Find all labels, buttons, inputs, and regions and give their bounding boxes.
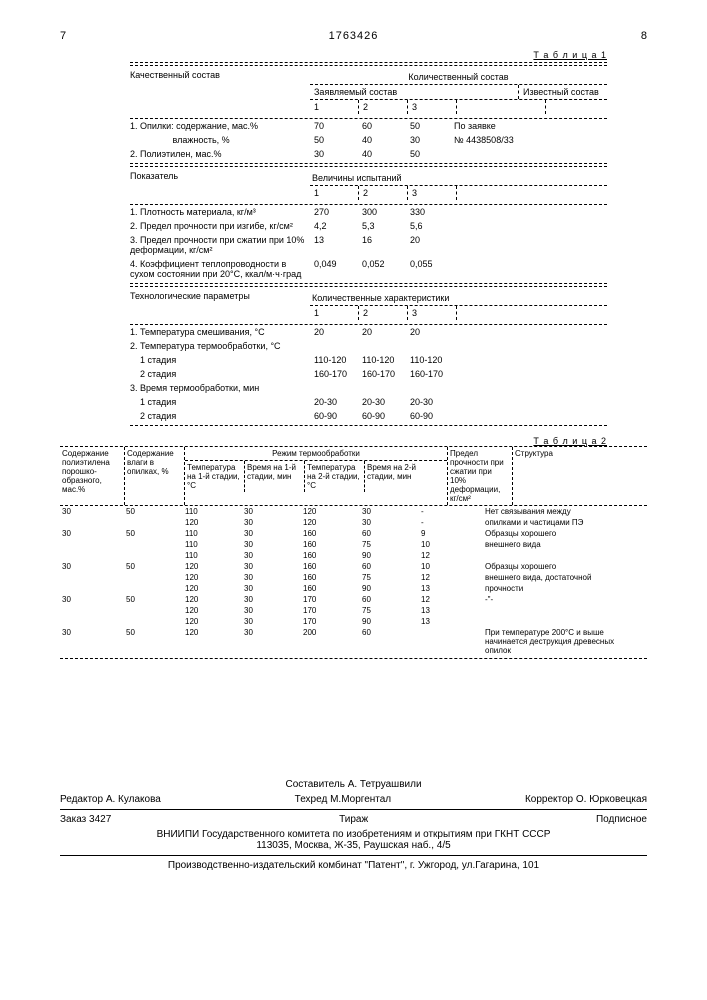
tt3b: 2 стадия60-9060-9060-90 xyxy=(130,409,607,423)
tt3: 3. Время термообработки, мин xyxy=(130,381,607,395)
print: Производственно-издательский комбинат "П… xyxy=(60,860,647,871)
h-claimed: Заявляемый состав xyxy=(310,85,519,99)
p4: 4. Коэффициент теплопроводности в сухом … xyxy=(130,257,607,281)
corrector: Корректор О. Юрковецкая xyxy=(525,794,647,805)
tt2a: 1 стадия110-120110-120110-120 xyxy=(130,353,607,367)
page-header: 7 1763426 8 xyxy=(60,30,647,42)
table-row: 120301607512внешнего вида, достаточной xyxy=(60,572,647,583)
techred: Техред М.Моргентал xyxy=(295,794,391,805)
r1: 1. Опилки: содержание, мас.%706050По зая… xyxy=(130,119,607,133)
tt1: 1. Температура смешивания, °С202020 xyxy=(130,325,607,339)
order-row: Заказ 3427 Тираж Подписное xyxy=(60,814,647,825)
col3: 3 xyxy=(408,100,457,114)
footer: Составитель А. Тетруашвили Редактор А. К… xyxy=(60,779,647,871)
p2: 2. Предел прочности при изгибе, кг/см²4,… xyxy=(130,219,607,233)
t2-body: 30501103012030-Нет связывания между12030… xyxy=(60,506,647,656)
h-vals: Величины испытаний xyxy=(310,171,607,186)
h-qual: Качественный состав xyxy=(130,70,310,114)
addr: 113035, Москва, Ж-35, Раушская наб., 4/5 xyxy=(60,840,647,851)
table-row: 1203012030-опилками и частицами ПЭ xyxy=(60,517,647,528)
doc-number: 1763426 xyxy=(66,30,641,42)
h-quant: Количественный состав xyxy=(310,70,607,85)
editor: Редактор А. Кулакова xyxy=(60,794,161,805)
table-row: 120301609013прочности xyxy=(60,583,647,594)
credits-row: Редактор А. Кулакова Техред М.Моргентал … xyxy=(60,794,647,805)
p1: 1. Плотность материала, кг/м³270300330 xyxy=(130,205,607,219)
tt3a: 1 стадия20-3020-3020-30 xyxy=(130,395,607,409)
tiraj: Тираж xyxy=(339,814,368,825)
col1: 1 xyxy=(310,100,359,114)
table1-head1: Качественный состав Количественный соста… xyxy=(130,65,607,119)
tt2b: 2 стадия160-170160-170160-170 xyxy=(130,367,607,381)
h-qchar: Количественные характеристики xyxy=(310,291,607,306)
table-row: 3050120301706012-"- xyxy=(60,594,647,605)
table2-label: Т а б л и ц а 2 xyxy=(60,436,607,446)
table-row: 305011030160609Образцы хорошего xyxy=(60,528,647,539)
table-row: 3050120301606010Образцы хорошего xyxy=(60,561,647,572)
table-row: 120301707513 xyxy=(60,605,647,616)
table-row: 30501103012030-Нет связывания между xyxy=(60,506,647,517)
tt2: 2. Температура термообработки, °С xyxy=(130,339,607,353)
p3: 3. Предел прочности при сжатии при 10% д… xyxy=(130,233,607,257)
r2: 2. Полиэтилен, мас.%304050 xyxy=(130,147,607,161)
order: Заказ 3427 xyxy=(60,814,111,825)
h-ind: Показатель xyxy=(130,171,310,200)
page-right: 8 xyxy=(641,30,647,42)
table-row: 120301709013 xyxy=(60,616,647,627)
table1-label: Т а б л и ц а 1 xyxy=(130,50,607,60)
h-tech: Технологические параметры xyxy=(130,291,310,320)
table-2: Т а б л и ц а 2 Содержание полиэтилена п… xyxy=(60,436,647,659)
r1b: влажность, %504030№ 4438508/33 xyxy=(130,133,607,147)
h-known: Известный состав xyxy=(519,85,607,99)
table-row: 30501203020060При температуре 200°С и вы… xyxy=(60,627,647,656)
t2-header: Содержание полиэтилена порошко-образного… xyxy=(60,446,647,506)
table1-head2: Показатель Величины испытаний 123 xyxy=(130,166,607,205)
sub: Подписное xyxy=(596,814,647,825)
org: ВНИИПИ Государственного комитета по изоб… xyxy=(60,829,647,840)
table-row: 110301609012 xyxy=(60,550,647,561)
col2: 2 xyxy=(359,100,408,114)
composer: Составитель А. Тетруашвили xyxy=(60,779,647,790)
table-1: Т а б л и ц а 1 Качественный состав Коли… xyxy=(130,50,607,426)
table1-head3: Технологические параметры Количественные… xyxy=(130,286,607,325)
table-row: 110301607510внешнего вида xyxy=(60,539,647,550)
